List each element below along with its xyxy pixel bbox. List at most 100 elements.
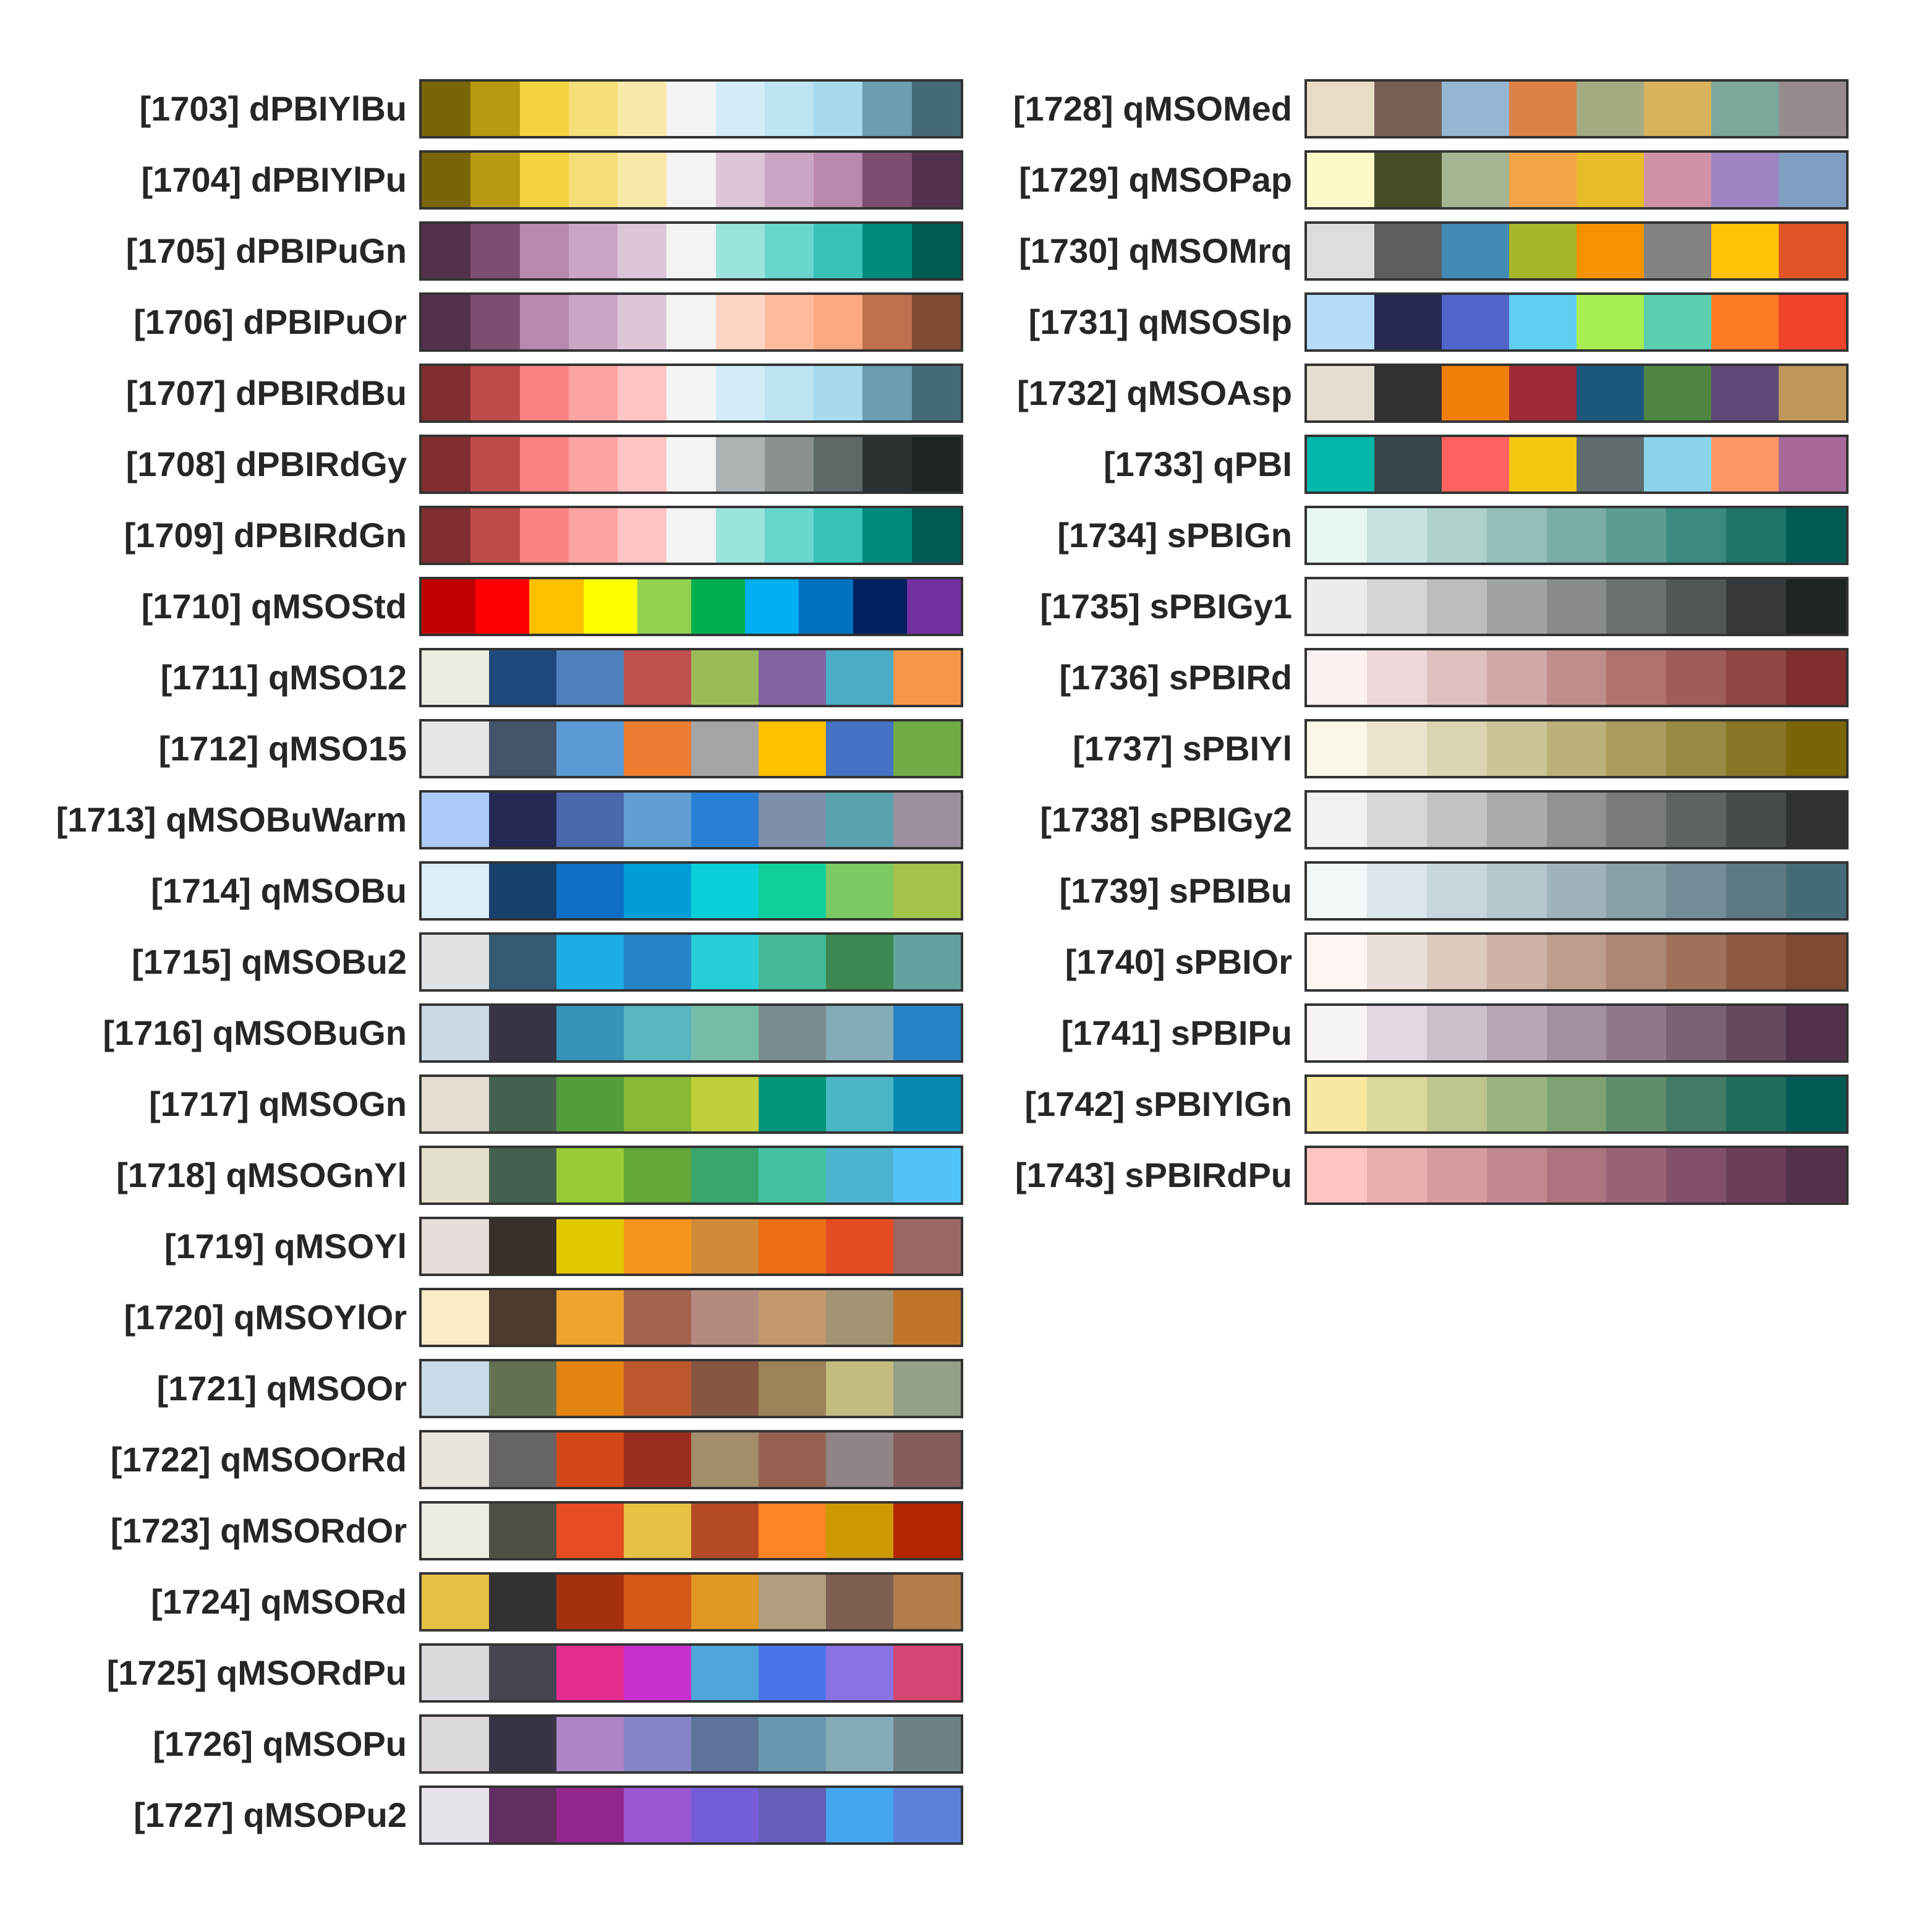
color-swatch: [489, 792, 556, 847]
color-swatch: [715, 81, 765, 136]
color-swatch: [826, 1503, 893, 1558]
color-swatch: [568, 223, 618, 278]
color-swatch: [1786, 1005, 1847, 1060]
color-swatch: [1644, 81, 1711, 136]
color-swatch: [1307, 223, 1374, 278]
color-swatch: [1426, 934, 1487, 989]
color-swatch: [1307, 792, 1367, 847]
color-swatch: [1726, 934, 1787, 989]
color-swatch: [583, 579, 637, 634]
color-swatch: [1307, 436, 1374, 492]
color-swatch: [519, 436, 569, 492]
palette-row: [1723] qMSORdOr: [0, 1495, 964, 1566]
color-swatch: [1374, 436, 1442, 492]
color-swatch: [1726, 721, 1787, 776]
color-swatch: [691, 1574, 759, 1629]
color-swatch: [1726, 792, 1787, 847]
color-swatch: [1666, 863, 1727, 918]
color-swatch: [1307, 1005, 1367, 1060]
palette-label: [1710] qMSOStd: [141, 587, 407, 626]
color-swatch: [1374, 365, 1442, 420]
color-swatch: [1726, 1076, 1787, 1131]
color-swatch: [1509, 81, 1577, 136]
color-swatch: [422, 1076, 489, 1131]
palette-label: [1724] qMSORd: [151, 1582, 407, 1621]
color-swatch: [1606, 579, 1667, 634]
color-swatch: [1644, 365, 1711, 420]
color-swatch: [764, 81, 814, 136]
palette-row: [1740] sPBIOr: [964, 926, 1855, 997]
color-swatch: [1726, 1147, 1787, 1202]
color-swatch: [1786, 721, 1847, 776]
color-swatch: [691, 792, 759, 847]
color-swatch: [422, 1005, 489, 1060]
color-swatch: [519, 223, 569, 278]
palette-label: [1713] qMSOBuWarm: [56, 800, 407, 839]
palette-swatch-bar: [1304, 363, 1849, 423]
palette-row: [1721] qMSOOr: [0, 1353, 964, 1424]
palette-label: [1734] sPBIGn: [1057, 516, 1292, 555]
color-swatch: [1307, 81, 1374, 136]
color-swatch: [759, 1432, 826, 1487]
color-swatch: [1666, 508, 1727, 563]
color-swatch: [1366, 792, 1427, 847]
color-swatch: [618, 436, 667, 492]
color-swatch: [759, 1076, 826, 1131]
palette-label: [1709] dPBIRdGn: [124, 516, 407, 555]
color-swatch: [691, 650, 759, 705]
color-swatch: [1779, 223, 1846, 278]
palette-row: [1743] sPBIRdPu: [964, 1139, 1855, 1211]
color-swatch: [556, 1361, 624, 1416]
palette-row: [1726] qMSOPu: [0, 1708, 964, 1779]
color-swatch: [1546, 1076, 1607, 1131]
palette-swatch-bar: [419, 1358, 963, 1418]
palette-label: [1719] qMSOYl: [164, 1227, 407, 1266]
palette-label: [1732] qMSOAsp: [1017, 373, 1292, 412]
color-swatch: [1374, 223, 1442, 278]
color-swatch: [422, 294, 471, 349]
palette-swatch-bar: [1304, 1074, 1849, 1134]
color-swatch: [519, 81, 569, 136]
palette-label: [1740] sPBIOr: [1065, 942, 1292, 981]
color-swatch: [1426, 579, 1487, 634]
color-swatch: [1577, 365, 1644, 420]
color-swatch: [624, 1076, 691, 1131]
palette-swatch-bar: [1304, 718, 1849, 778]
color-swatch: [1307, 863, 1367, 918]
color-swatch: [1666, 721, 1727, 776]
color-swatch: [1786, 792, 1847, 847]
color-swatch: [1577, 152, 1644, 207]
color-swatch: [814, 294, 863, 349]
palette-row: [1739] sPBIBu: [964, 855, 1855, 926]
color-swatch: [1426, 721, 1487, 776]
color-swatch: [556, 1290, 624, 1345]
color-swatch: [422, 934, 489, 989]
color-swatch: [556, 1645, 624, 1700]
color-swatch: [1606, 934, 1667, 989]
palette-swatch-bar: [1304, 576, 1849, 636]
color-swatch: [826, 1147, 893, 1202]
color-swatch: [1486, 508, 1547, 563]
color-swatch: [556, 1076, 624, 1131]
color-swatch: [715, 223, 765, 278]
color-swatch: [893, 650, 961, 705]
color-swatch: [1442, 81, 1509, 136]
color-swatch: [1546, 579, 1607, 634]
color-swatch: [489, 721, 556, 776]
palette-row: [1727] qMSOPu2: [0, 1779, 964, 1850]
color-swatch: [624, 1005, 691, 1060]
color-swatch: [759, 863, 826, 918]
color-swatch: [1486, 721, 1547, 776]
color-swatch: [911, 223, 961, 278]
color-swatch: [470, 223, 520, 278]
color-swatch: [1366, 1147, 1427, 1202]
color-swatch: [862, 365, 912, 420]
color-swatch: [1786, 934, 1847, 989]
palette-swatch-bar: [1304, 221, 1849, 281]
palette-label: [1711] qMSO12: [160, 658, 407, 697]
palette-label: [1739] sPBIBu: [1059, 871, 1292, 910]
color-swatch: [1366, 579, 1427, 634]
color-swatch: [624, 721, 691, 776]
color-swatch: [1644, 294, 1711, 349]
palette-label: [1715] qMSOBu2: [132, 942, 407, 981]
